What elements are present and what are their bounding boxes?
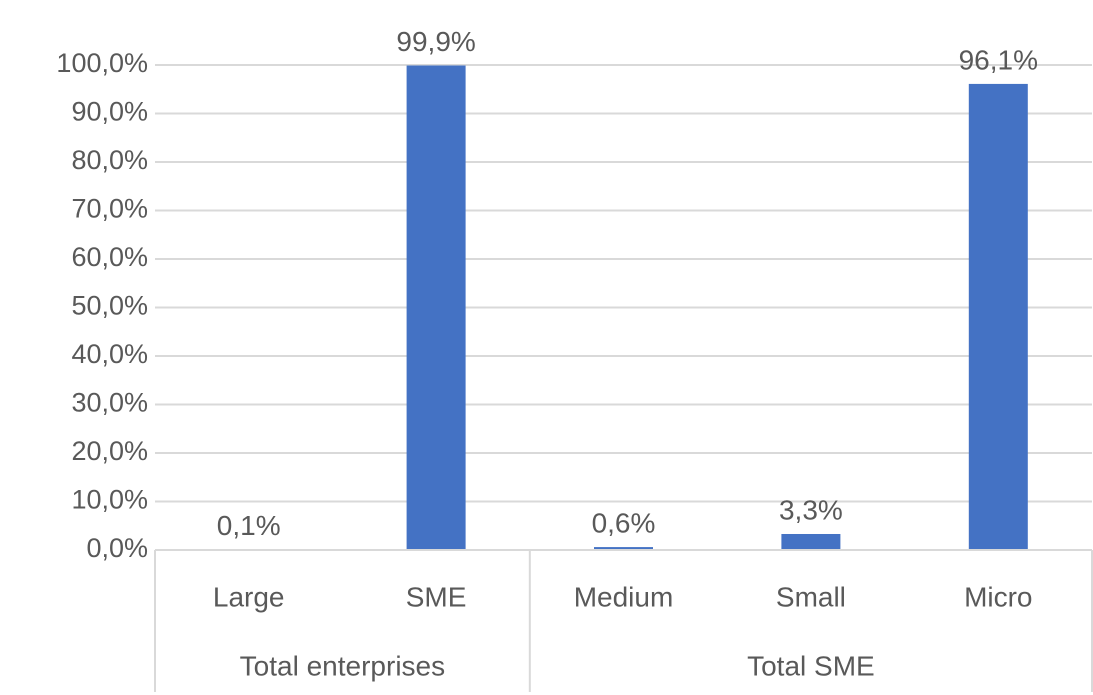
y-tick-label: 40,0% [71, 339, 148, 369]
y-tick-label: 60,0% [71, 242, 148, 272]
y-tick-label: 10,0% [71, 485, 148, 515]
data-label: 99,9% [396, 26, 475, 57]
category-label: SME [406, 581, 467, 612]
y-tick-label: 0,0% [86, 533, 148, 563]
y-tick-label: 70,0% [71, 194, 148, 224]
category-labels: Large SME Medium Small Micro [213, 581, 1033, 612]
category-label: Medium [574, 581, 674, 612]
y-tick-label: 100,0% [56, 48, 148, 78]
bars [219, 65, 1028, 551]
group-label: Total enterprises [240, 650, 445, 681]
data-label: 0,6% [592, 507, 656, 538]
bar-sme [406, 65, 466, 551]
y-tick-label: 80,0% [71, 145, 148, 175]
group-label: Total SME [747, 650, 875, 681]
data-label: 0,1% [217, 510, 281, 541]
category-label: Small [776, 581, 846, 612]
group-labels: Total enterprises Total SME [240, 650, 875, 681]
bar-micro [968, 83, 1028, 550]
bar-medium [594, 547, 653, 550]
bar-small [781, 533, 841, 550]
data-label: 3,3% [779, 494, 843, 525]
data-label: 96,1% [959, 44, 1038, 75]
category-label: Micro [964, 581, 1032, 612]
y-tick-label: 90,0% [71, 97, 148, 127]
category-label: Large [213, 581, 285, 612]
y-axis-tick-labels: 0,0% 10,0% 20,0% 30,0% 40,0% 50,0% 60,0% 70,0% 8… [56, 48, 148, 563]
data-labels: 0,1% 99,9% 0,6% 3,3% 96,1% [217, 26, 1038, 541]
gridlines [155, 64, 1092, 503]
category-axis [154, 549, 1093, 692]
y-tick-label: 20,0% [71, 436, 148, 466]
y-tick-label: 30,0% [71, 388, 148, 418]
y-tick-label: 50,0% [71, 291, 148, 321]
